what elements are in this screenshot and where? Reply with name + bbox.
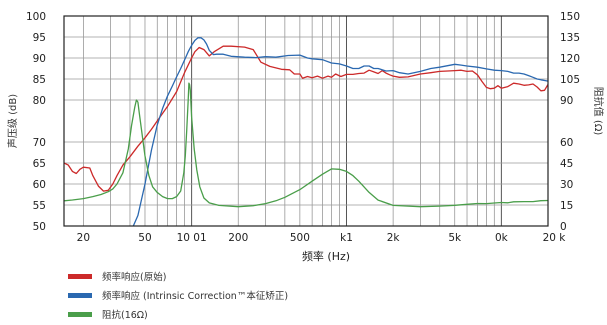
y-right-tick-label: 150	[560, 11, 580, 23]
x-tick-label: 2k	[387, 232, 401, 244]
x-tick-label: k1	[340, 232, 353, 244]
y-left-tick-label: 100	[26, 11, 46, 23]
plot-frame	[63, 15, 549, 227]
grid	[64, 16, 548, 226]
x-tick-label: 200	[228, 232, 248, 244]
legend-swatch	[68, 293, 92, 298]
y-left-tick-label: 90	[33, 53, 46, 65]
legend-swatch	[68, 274, 92, 279]
y-left-tick-labels: 100 95 90 85 80 70 65 60 55 50	[26, 11, 46, 233]
y-axis-left-label: 声压级 (dB)	[6, 94, 19, 148]
series-lines	[63, 37, 549, 227]
x-tick-label: 20 k	[543, 232, 567, 244]
y-right-tick-label: 0	[560, 221, 567, 233]
series-line-2	[132, 37, 549, 227]
x-tick-label: 10 01	[177, 232, 207, 244]
y-left-tick-label: 70	[33, 137, 46, 149]
y-right-tick-label: 120	[560, 53, 580, 65]
series-line-3	[63, 82, 549, 208]
legend-swatch	[68, 312, 92, 317]
legend-label: 频率响应(原始)	[102, 271, 166, 283]
y-right-tick-label: 105	[560, 74, 580, 86]
y-left-tick-label: 95	[33, 32, 46, 44]
y-right-tick-label: 15	[560, 200, 573, 212]
y-left-tick-label: 60	[33, 179, 46, 191]
y-left-tick-label: 80	[33, 95, 46, 107]
y-right-tick-label: 45	[560, 158, 573, 170]
y-right-tick-label: 135	[560, 32, 580, 44]
y-left-tick-label: 55	[33, 200, 46, 212]
y-left-tick-label: 85	[33, 74, 46, 86]
series-line-1	[63, 45, 549, 192]
x-tick-labels: 20 50 10 01 200 500 k1 2k 5k 0k 20 k	[77, 232, 567, 244]
y-left-tick-label: 50	[33, 221, 46, 233]
x-tick-label: 20	[77, 232, 90, 244]
legend: 频率响应(原始) 频率响应 (Intrinsic Correction™本征矫正)…	[68, 271, 288, 321]
x-tick-label: 500	[290, 232, 310, 244]
y-right-tick-label: 30	[560, 179, 573, 191]
legend-label: 阻抗(16Ω)	[102, 309, 148, 321]
x-tick-label: 0k	[495, 232, 509, 244]
x-axis-label: 频率 (Hz)	[302, 249, 350, 263]
x-tick-label: 50	[138, 232, 151, 244]
legend-label: 频率响应 (Intrinsic Correction™本征矫正)	[102, 290, 288, 302]
y-right-tick-label: 60	[560, 137, 573, 149]
y-right-tick-label: 90	[560, 95, 573, 107]
y-left-tick-label: 65	[33, 158, 46, 170]
x-tick-label: 5k	[448, 232, 462, 244]
y-axis-right-label: 阻抗值 (Ω)	[592, 87, 605, 136]
